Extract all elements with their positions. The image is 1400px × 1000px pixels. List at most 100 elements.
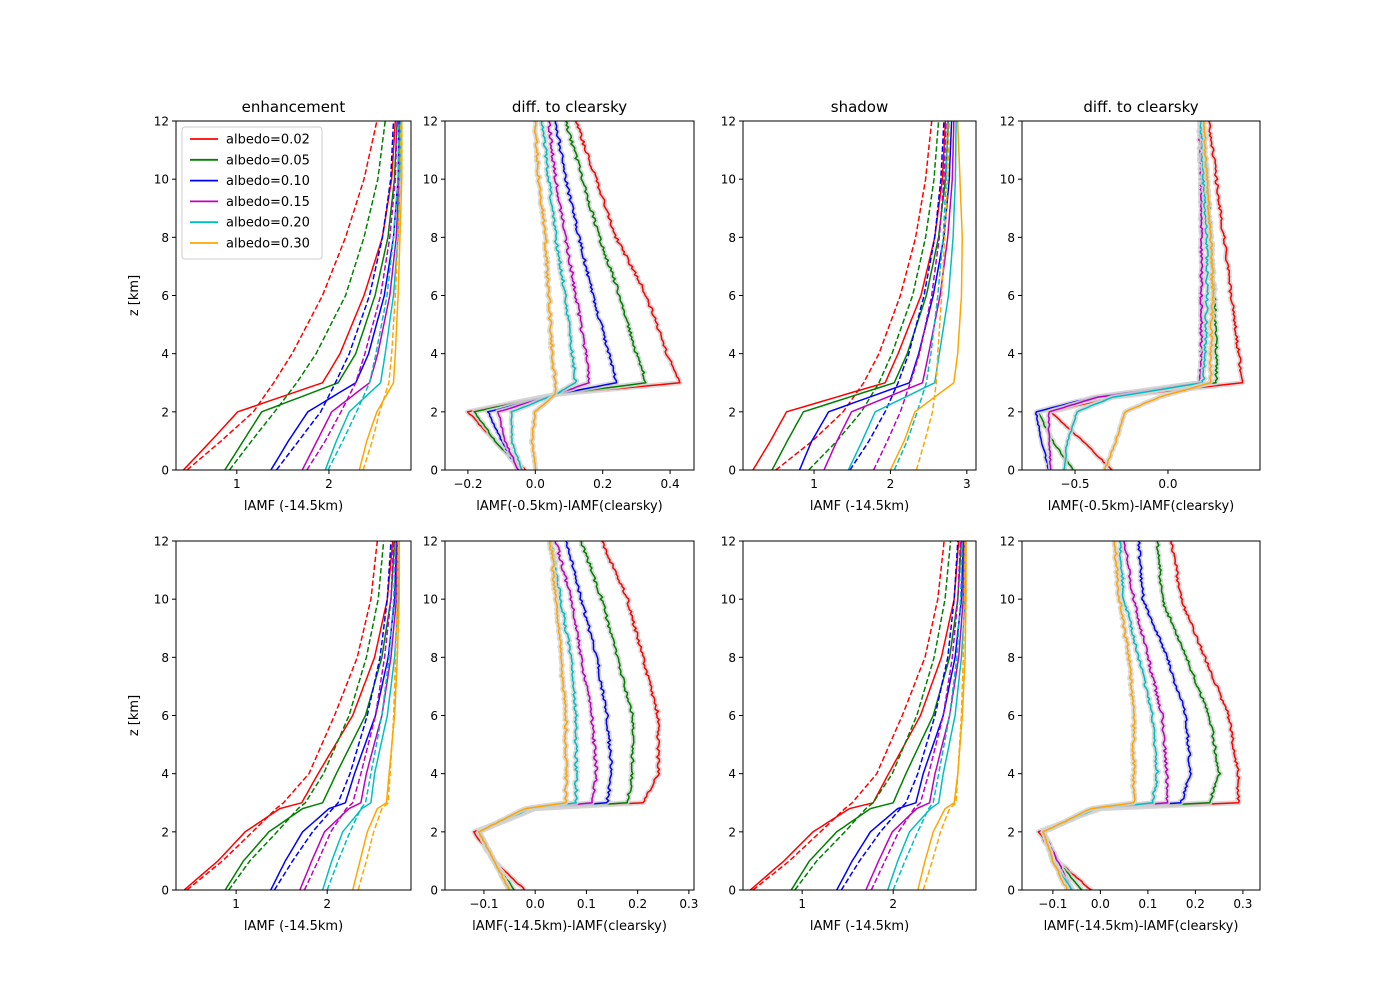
series-line-albedo-0-30-solid bbox=[530, 121, 557, 470]
x-axis-label: lAMF (-14.5km) bbox=[810, 919, 909, 934]
x-tick-label: 0.4 bbox=[661, 477, 680, 491]
x-tick-label: 0.2 bbox=[1186, 897, 1205, 911]
series-line-albedo-0-15-dashed bbox=[303, 541, 395, 890]
x-tick-label: 0.2 bbox=[593, 477, 612, 491]
y-tick-label: 12 bbox=[721, 535, 736, 549]
legend-item: albedo=0.20 bbox=[190, 216, 310, 231]
y-tick-label: 12 bbox=[1000, 535, 1015, 549]
x-tick-label: 0.2 bbox=[628, 897, 647, 911]
series-line-albedo-0-02-solid bbox=[749, 541, 960, 890]
x-tick-label: −0.5 bbox=[1060, 477, 1089, 491]
y-tick-label: 4 bbox=[161, 347, 169, 361]
series-line-albedo-0-02-solid bbox=[182, 121, 397, 470]
y-tick-label: 10 bbox=[154, 593, 169, 607]
series-line-albedo-0-10-solid bbox=[270, 121, 400, 470]
y-tick-label: 10 bbox=[423, 593, 438, 607]
y-tick-label: 12 bbox=[423, 115, 438, 129]
y-tick-label: 6 bbox=[1007, 709, 1015, 723]
y-tick-label: 0 bbox=[430, 464, 438, 478]
y-tick-label: 10 bbox=[423, 173, 438, 187]
y-axis-label: z [km] bbox=[127, 275, 142, 316]
y-tick-label: 10 bbox=[721, 593, 736, 607]
y-tick-label: 4 bbox=[161, 767, 169, 781]
y-tick-label: 8 bbox=[728, 231, 736, 245]
y-tick-label: 6 bbox=[1007, 289, 1015, 303]
series-line-albedo-0-30-dashed bbox=[922, 541, 966, 890]
panel-title: diff. to clearsky bbox=[1083, 98, 1198, 116]
series-line-albedo-0-30-solid bbox=[1103, 121, 1215, 470]
y-axis-label: z [km] bbox=[127, 695, 142, 736]
y-tick-label: 10 bbox=[721, 173, 736, 187]
legend-label: albedo=0.10 bbox=[226, 174, 310, 189]
series-line-albedo-0-20-dashed bbox=[327, 121, 400, 470]
y-tick-label: 2 bbox=[161, 825, 169, 839]
series-line-albedo-0-20-solid bbox=[321, 541, 400, 890]
y-tick-label: 8 bbox=[728, 651, 736, 665]
panel-row2-col2: −0.1 0.0 0.1 0.2 0.3 0 2 4 6 8 10 12 lAMF(-14.5km)-l… bbox=[423, 535, 699, 935]
y-tick-label: 4 bbox=[728, 767, 736, 781]
y-tick-label: 8 bbox=[1007, 651, 1015, 665]
x-tick-label: 1 bbox=[798, 897, 806, 911]
x-tick-label: 0.1 bbox=[1138, 897, 1157, 911]
series-line-albedo-0-10-solid bbox=[798, 121, 953, 470]
y-tick-label: 2 bbox=[161, 405, 169, 419]
y-tick-label: 12 bbox=[154, 115, 169, 129]
x-tick-label: −0.2 bbox=[453, 477, 482, 491]
series-line-albedo-0-05-solid bbox=[224, 121, 398, 470]
series-line-albedo-0-30-solid bbox=[917, 541, 967, 890]
y-tick-label: 2 bbox=[1007, 825, 1015, 839]
series-line-albedo-0-10-solid bbox=[486, 121, 618, 470]
legend-label: albedo=0.02 bbox=[226, 133, 310, 148]
panel-row1-col4: −0.5 0.0 0 2 4 6 8 10 12 diff. to clearsky lAMF(-0… bbox=[1000, 98, 1261, 514]
plot-area bbox=[1033, 121, 1245, 470]
y-tick-label: 2 bbox=[430, 825, 438, 839]
legend-item: albedo=0.05 bbox=[190, 153, 310, 168]
x-tick-label: 0.0 bbox=[526, 477, 545, 491]
y-tick-label: 8 bbox=[161, 231, 169, 245]
y-tick-label: 10 bbox=[1000, 173, 1015, 187]
x-tick-label: 1 bbox=[232, 897, 240, 911]
y-tick-label: 12 bbox=[154, 535, 169, 549]
x-tick-label: 3 bbox=[963, 477, 971, 491]
y-tick-label: 6 bbox=[728, 709, 736, 723]
series-line-albedo-0-05-solid bbox=[771, 121, 950, 470]
y-tick-label: 12 bbox=[423, 535, 438, 549]
legend-item: albedo=0.15 bbox=[190, 195, 310, 210]
x-tick-label: 0.3 bbox=[679, 897, 698, 911]
y-tick-label: 6 bbox=[161, 709, 169, 723]
x-axis-label: lAMF (-14.5km) bbox=[244, 499, 343, 514]
series-line-albedo-0-02-solid bbox=[1037, 541, 1241, 890]
series-line-albedo-0-30-solid bbox=[358, 121, 403, 470]
y-tick-label: 2 bbox=[430, 405, 438, 419]
series-line-albedo-0-10-dashed bbox=[849, 121, 945, 470]
series-line-albedo-0-05-solid bbox=[473, 121, 647, 470]
plot-area bbox=[183, 541, 400, 890]
series-line-albedo-0-02-dashed bbox=[752, 541, 945, 890]
y-tick-label: 0 bbox=[728, 884, 736, 898]
y-tick-label: 2 bbox=[728, 405, 736, 419]
y-tick-label: 2 bbox=[728, 825, 736, 839]
series-line-albedo-0-15-solid bbox=[865, 541, 965, 890]
x-tick-label: −0.1 bbox=[469, 897, 498, 911]
y-tick-label: 6 bbox=[430, 709, 438, 723]
y-tick-label: 0 bbox=[161, 464, 169, 478]
series-line-albedo-0-20-dashed bbox=[326, 541, 397, 890]
series-line-albedo-0-20-solid bbox=[847, 121, 957, 470]
legend-label: albedo=0.05 bbox=[226, 153, 310, 168]
x-axis-label: lAMF (-14.5km) bbox=[244, 919, 343, 934]
series-line-albedo-0-15-solid bbox=[299, 541, 399, 890]
series-line-albedo-0-30-solid bbox=[889, 121, 963, 470]
legend-item: albedo=0.30 bbox=[190, 237, 310, 252]
series-line-albedo-0-20-dashed bbox=[893, 121, 949, 470]
x-tick-label: 0.0 bbox=[526, 897, 545, 911]
legend-item: albedo=0.10 bbox=[190, 174, 310, 189]
y-tick-label: 4 bbox=[1007, 767, 1015, 781]
legend: albedo=0.02 albedo=0.05 albedo=0.10 albedo=… bbox=[181, 126, 323, 260]
y-tick-label: 0 bbox=[1007, 884, 1015, 898]
series-line-albedo-0-02-solid bbox=[752, 121, 947, 470]
series-line-albedo-0-20-solid bbox=[324, 121, 402, 470]
